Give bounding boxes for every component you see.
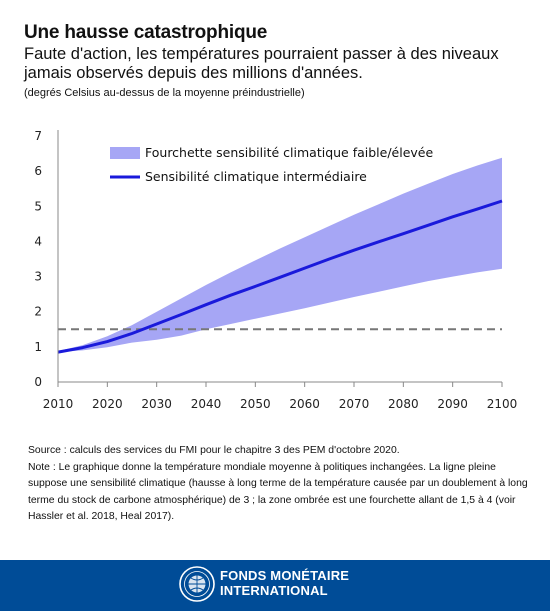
x-tick-label: 2030 [141, 397, 172, 411]
legend-swatch-band [110, 147, 140, 159]
x-tick-label: 2100 [487, 397, 518, 411]
org-name-line1: FONDS MONÉTAIRE [220, 568, 350, 583]
x-tick-label: 2010 [43, 397, 74, 411]
y-tick-label: 5 [34, 199, 42, 213]
chart-note: Note : Le graphique donne la température… [28, 461, 528, 523]
y-tick-label: 3 [34, 270, 42, 284]
range-band [58, 157, 502, 353]
legend-label-band: Fourchette sensibilité climatique faible… [145, 145, 433, 160]
y-tick-label: 1 [34, 340, 42, 354]
x-tick-label: 2050 [240, 397, 271, 411]
org-name: FONDS MONÉTAIRE INTERNATIONAL [220, 568, 349, 598]
org-name-line2: INTERNATIONAL [220, 583, 328, 598]
x-tick-label: 2020 [92, 397, 123, 411]
notes-section: Source : calculs des services du FMI pou… [28, 443, 528, 526]
chart-units: (degrés Celsius au-dessus de la moyenne … [24, 87, 305, 99]
y-tick-label: 4 [34, 234, 42, 248]
x-tick-label: 2070 [339, 397, 370, 411]
temperature-chart: 0 1 2 3 4 5 6 7 2010 2020 2030 2040 2050 2060 2070 2080… [34, 129, 518, 411]
central-line [57, 199, 503, 354]
legend-label-line: Sensibilité climatique intermédiaire [145, 169, 367, 184]
x-tick-label: 2040 [191, 397, 222, 411]
imf-footer: FONDS MONÉTAIRE INTERNATIONAL [0, 560, 550, 611]
x-tick-label: 2060 [289, 397, 320, 411]
source-note: Source : calculs des services du FMI pou… [28, 445, 400, 456]
y-tick-label: 2 [34, 305, 42, 319]
y-tick-label: 6 [34, 164, 42, 178]
x-tick-label: 2080 [388, 397, 419, 411]
chart-header: Une hausse catastrophique Faute d'action… [24, 22, 534, 100]
y-tick-label: 7 [34, 129, 42, 143]
x-tick-label: 2090 [437, 397, 468, 411]
imf-seal-icon [179, 566, 215, 602]
chart-subtitle: Faute d'action, les températures pourrai… [24, 45, 499, 82]
y-tick-label: 0 [34, 375, 42, 389]
chart-title: Une hausse catastrophique [24, 22, 268, 43]
